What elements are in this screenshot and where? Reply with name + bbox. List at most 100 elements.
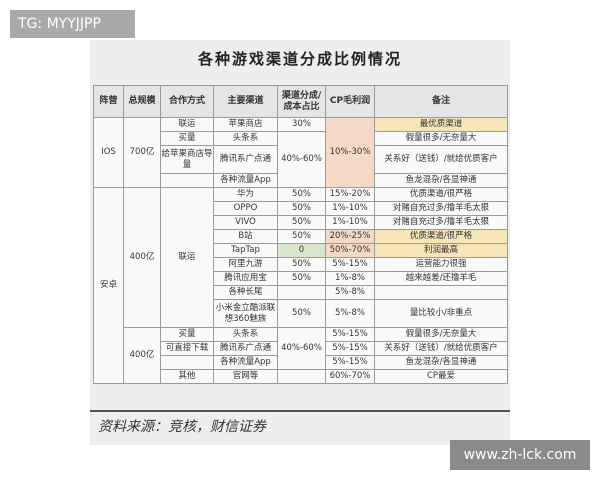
table-cell: 5%-15% xyxy=(325,341,375,356)
table-cell: 5%-15% xyxy=(325,355,375,370)
table-cell: 假量很多/无奈量大 xyxy=(374,327,508,342)
table-cell: 1%-10% xyxy=(325,201,375,216)
table-cell: 腾讯应用宝 xyxy=(213,271,278,286)
table-row: 可直接下载 腾讯系广点通 5%-15% 关系好（送钱）/就给优质客户 xyxy=(94,341,508,356)
table-cell: 60%-70% xyxy=(325,369,375,384)
watermark: www.zh-lck.com xyxy=(450,440,590,470)
table-row: 阿里九游 50% 5%-15% 运营能力很强 xyxy=(94,257,508,272)
column-header: CP毛利润 xyxy=(325,85,375,118)
table-row: 400亿 买量 头条系 40%-60% 5%-15% 假量很多/无奈量大 xyxy=(94,327,508,384)
table-row: IOS 700亿 联运 苹果商店 30% 10%-30% 最优质渠道 xyxy=(93,117,508,188)
table-cell: 华为 xyxy=(213,187,278,202)
column-header: 合作方式 xyxy=(160,85,214,118)
channel-table: 阵营 总规模 合作方式 主要渠道 渠道分成/成本占比 CP毛利润 备注 IOS 700亿 联运 苹果… xyxy=(93,85,508,384)
table-cell: 官网等 xyxy=(213,369,278,384)
table-cell: TapTap xyxy=(213,243,278,258)
table-row: 其他 官网等 60%-70% CP最爱 xyxy=(94,369,508,384)
table-cell: 假量很多/无奈量大 xyxy=(374,131,508,146)
table-row: 阵营 总规模 合作方式 主要渠道 渠道分成/成本占比 CP毛利润 备注 xyxy=(93,85,508,118)
table-cell: 对赌自充过多/撸羊毛太狠 xyxy=(374,215,508,230)
table-cell: 50% xyxy=(277,215,326,230)
table-cell: 其他 xyxy=(160,369,214,384)
table-cell: 小米金立酷派联想360魅族 xyxy=(213,299,278,328)
table-cell: CP最爱 xyxy=(374,369,508,384)
table-cell: 安卓 xyxy=(93,187,124,384)
table-cell xyxy=(160,355,214,370)
column-header: 备注 xyxy=(374,85,508,118)
table-cell: 30% xyxy=(277,117,326,132)
table-cell: 1%-8% xyxy=(325,271,375,286)
column-header: 渠道分成/成本占比 xyxy=(277,85,326,118)
table-cell: 苹果商店 xyxy=(213,117,278,132)
table-cell: 优质渠道/很严格 xyxy=(374,187,508,202)
table-cell: 10%-30% xyxy=(325,117,375,188)
table-row: 安卓 400亿 联运 华为 50% 15%-20% 优质渠道/很严格 xyxy=(93,187,508,384)
table-cell: 50% xyxy=(277,201,326,216)
column-header: 主要渠道 xyxy=(213,85,278,118)
table-cell: 50% xyxy=(277,271,326,286)
table-cell xyxy=(160,173,214,188)
table-cell: IOS xyxy=(93,117,124,188)
table-row: 小米金立酷派联想360魅族 50% 5%-8% 量比较小/非重点 xyxy=(94,299,508,328)
table-cell: 鱼龙混杂/各显神通 xyxy=(374,355,508,370)
table-cell: 15%-20% xyxy=(325,187,375,202)
table-cell: 头条系 xyxy=(213,131,278,146)
table-cell: 50%-70% xyxy=(325,243,375,258)
table-cell xyxy=(277,369,326,384)
table-cell: 50% xyxy=(277,257,326,272)
table-cell: 50% xyxy=(277,187,326,202)
column-header: 阵营 xyxy=(93,85,124,118)
table-cell: B站 xyxy=(213,229,278,244)
table-cell: 40%-60% xyxy=(277,327,326,370)
table-cell: 各种流量App xyxy=(213,355,278,370)
table-cell: 700亿 xyxy=(123,117,161,188)
table-row: 腾讯应用宝 50% 1%-8% 越来越差/还撸羊毛 xyxy=(94,271,508,286)
table-cell: 50% xyxy=(277,229,326,244)
table-cell xyxy=(374,285,508,300)
table-cell: 最优质渠道 xyxy=(374,117,508,132)
table-cell: 运营能力很强 xyxy=(374,257,508,272)
column-header: 总规模 xyxy=(123,85,161,118)
table-cell: 5%-8% xyxy=(325,299,375,328)
tag-label: TG: MYYJJPP xyxy=(10,10,135,38)
divider xyxy=(90,410,510,412)
table-cell: 400亿 xyxy=(123,187,161,328)
table-cell: 40%-60% xyxy=(277,131,326,188)
table-cell: 腾讯系广点通 xyxy=(213,341,278,356)
table-cell: 联运 xyxy=(160,187,214,328)
table-cell: 1%-10% xyxy=(325,215,375,230)
table-cell: 买量 xyxy=(160,327,214,342)
table-cell: 阿里九游 xyxy=(213,257,278,272)
table-cell: 各种流量App xyxy=(213,173,278,188)
table-cell: 鱼龙混杂/各显神通 xyxy=(374,173,508,188)
table-cell: 20%-25% xyxy=(325,229,375,244)
table-row: 买量 头条系 40%-60% 假量很多/无奈量大 xyxy=(94,131,508,188)
table-cell: 5%-15% xyxy=(325,327,375,342)
table-cell: 可直接下载 xyxy=(160,341,214,356)
table-cell: 买量 xyxy=(160,131,214,146)
source-note: 资料来源：竞核，财信证券 xyxy=(98,419,266,435)
table-row: 各种流量App 鱼龙混杂/各显神通 xyxy=(94,173,508,188)
page-title: 各种游戏渠道分成比例情况 xyxy=(197,50,402,68)
table-cell: 400亿 xyxy=(123,327,161,384)
table-cell: 5%-8% xyxy=(325,285,375,300)
table-cell: 利润最高 xyxy=(374,243,508,258)
table-row: 给苹果商店导量 腾讯系广点通 关系好（送钱）/就给优质客户 xyxy=(94,145,508,174)
table-cell: 5%-15% xyxy=(325,257,375,272)
table-cell: 0 xyxy=(277,243,326,258)
table-cell: 优质渠道/很严格 xyxy=(374,229,508,244)
table-cell: 给苹果商店导量 xyxy=(160,145,214,174)
table-cell: 越来越差/还撸羊毛 xyxy=(374,271,508,286)
table-cell: 头条系 xyxy=(213,327,278,342)
table-row: VIVO 50% 1%-10% 对赌自充过多/撸羊毛太狠 xyxy=(94,215,508,230)
table-cell: 50% xyxy=(277,299,326,328)
table-cell: 联运 xyxy=(160,117,214,132)
table-row: TapTap 0 50%-70% 利润最高 xyxy=(94,243,508,258)
table-cell: 关系好（送钱）/就给优质客户 xyxy=(374,341,508,356)
table-cell: 量比较小/非重点 xyxy=(374,299,508,328)
table-cell: 对赌自充过多/撸羊毛太狠 xyxy=(374,201,508,216)
table-cell: OPPO xyxy=(213,201,278,216)
table-cell xyxy=(277,285,326,300)
document: 各种游戏渠道分成比例情况 阵营 总规模 合作方式 主要渠道 渠道分成/成本占比 CP毛利润… xyxy=(90,40,510,445)
table-cell: 腾讯系广点通 xyxy=(213,145,278,174)
